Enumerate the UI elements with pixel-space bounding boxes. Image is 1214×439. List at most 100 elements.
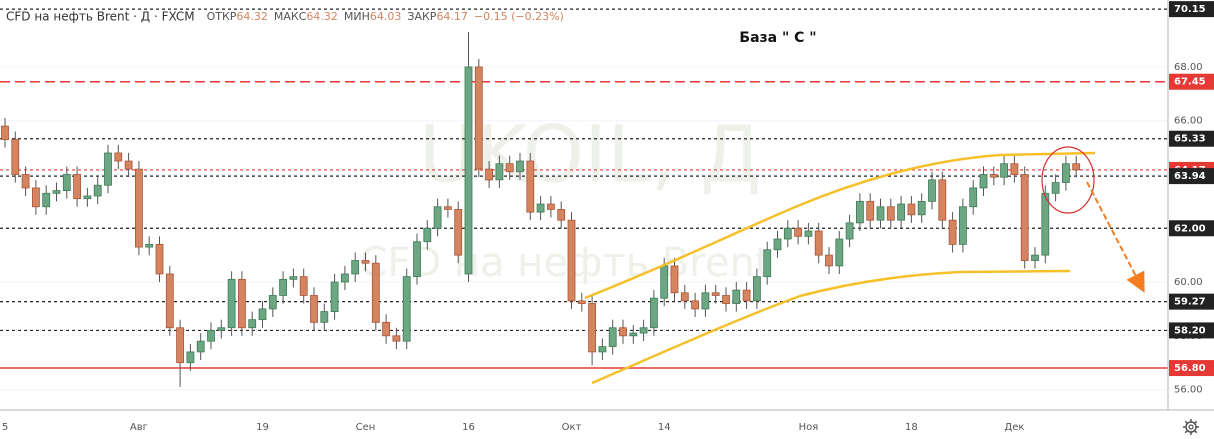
candle-body — [691, 300, 699, 310]
candle-body — [207, 330, 215, 342]
channel-lower — [591, 269, 1071, 385]
candle-body — [351, 260, 360, 275]
x-tick-label: Ноя — [799, 422, 819, 433]
y-tick-label: 56.00 — [1174, 385, 1203, 396]
candle-body — [11, 139, 20, 175]
x-tick-label: 19 — [256, 422, 269, 433]
candle-body — [753, 276, 761, 302]
level-label-box — [1169, 220, 1214, 237]
candle-body — [897, 203, 905, 221]
candle-body — [928, 179, 936, 202]
candle-body — [763, 249, 772, 278]
candle-body — [938, 179, 947, 221]
x-tick-label: Авг — [130, 422, 148, 433]
candles — [1, 31, 1081, 387]
candle-body — [454, 209, 463, 256]
drawings — [584, 146, 1145, 385]
candle-body — [402, 276, 411, 342]
level-label: 56.80 — [1174, 363, 1206, 374]
candle-body — [21, 174, 30, 189]
candle-body — [495, 163, 504, 181]
candle-body — [526, 160, 535, 213]
level-label: 59.27 — [1174, 297, 1206, 308]
x-tick-label: 18 — [905, 422, 918, 433]
annotation: База " С " — [739, 30, 816, 46]
candle-body — [773, 238, 782, 251]
candle-body — [660, 265, 669, 299]
candle-body — [680, 292, 689, 302]
candle-body — [1020, 174, 1029, 261]
candle-body — [42, 192, 51, 208]
level-label: 62.00 — [1174, 223, 1206, 234]
x-tick-label: Дек — [1004, 422, 1024, 433]
candle-body — [856, 200, 864, 224]
level-label-box — [1169, 130, 1214, 147]
candle-body — [722, 295, 730, 304]
candle-body — [650, 297, 658, 329]
level-label: 58.20 — [1174, 325, 1206, 336]
candle-body — [485, 168, 494, 181]
candle-body — [1072, 163, 1081, 171]
candle-body — [186, 351, 195, 364]
candle-body — [62, 174, 71, 192]
candle-body — [1010, 163, 1019, 175]
candle-body — [52, 190, 61, 194]
candle-body — [392, 335, 401, 342]
level-label-box — [1169, 360, 1214, 377]
x-tick-label: 5 — [2, 422, 8, 433]
candle-body — [588, 303, 596, 353]
x-tick-label: Окт — [562, 422, 582, 433]
candle-body — [732, 289, 741, 304]
candle-body — [248, 319, 257, 329]
candle-body — [382, 321, 391, 337]
candle-body — [227, 278, 236, 329]
candle-body — [979, 174, 988, 189]
candle-body — [567, 219, 576, 302]
candle-body — [1062, 163, 1070, 183]
candle-body — [711, 292, 720, 296]
candle-body — [608, 327, 617, 347]
candle-body — [814, 230, 823, 256]
candle-body — [83, 195, 92, 200]
candle-body — [134, 168, 143, 248]
x-tick-label: 14 — [658, 422, 671, 433]
candle-body — [340, 273, 349, 283]
level-label: 67.45 — [1174, 77, 1206, 88]
candle-body — [330, 281, 339, 312]
candle-body — [783, 227, 792, 240]
candle-body — [279, 278, 288, 296]
candle-body — [629, 332, 638, 337]
level-label-box — [1169, 73, 1214, 90]
y-tick-label: 68.00 — [1174, 62, 1203, 73]
candle-body — [423, 227, 432, 243]
y-tick-label: 66.00 — [1174, 116, 1203, 127]
settings-icon[interactable] — [1183, 419, 1199, 435]
level-label: 65.33 — [1174, 134, 1206, 145]
legend-value: 64.03 — [370, 10, 402, 23]
x-tick-label: 16 — [462, 422, 475, 433]
level-label: 70.15 — [1174, 4, 1206, 15]
candle-body — [505, 163, 514, 173]
candle-body — [361, 260, 370, 264]
x-tick-label: Сен — [356, 422, 376, 433]
candle-body — [1, 125, 9, 140]
candle-body — [93, 184, 102, 197]
candle-body — [845, 222, 854, 240]
level-label-box — [1169, 322, 1214, 339]
candle-body — [217, 327, 226, 331]
legend-label: ЗАКР — [407, 10, 436, 23]
legend-value: 64.17 — [436, 10, 468, 23]
candle-body — [969, 187, 978, 208]
candle-body — [258, 308, 267, 321]
candle-body — [907, 203, 916, 216]
candle-body — [835, 238, 844, 267]
candle-body — [825, 254, 833, 267]
watermark: UKOIL, Д CFD на нефть Brent — [359, 110, 770, 286]
candle-body — [516, 160, 524, 173]
candle-body — [804, 230, 813, 237]
candle-body — [1031, 254, 1039, 261]
